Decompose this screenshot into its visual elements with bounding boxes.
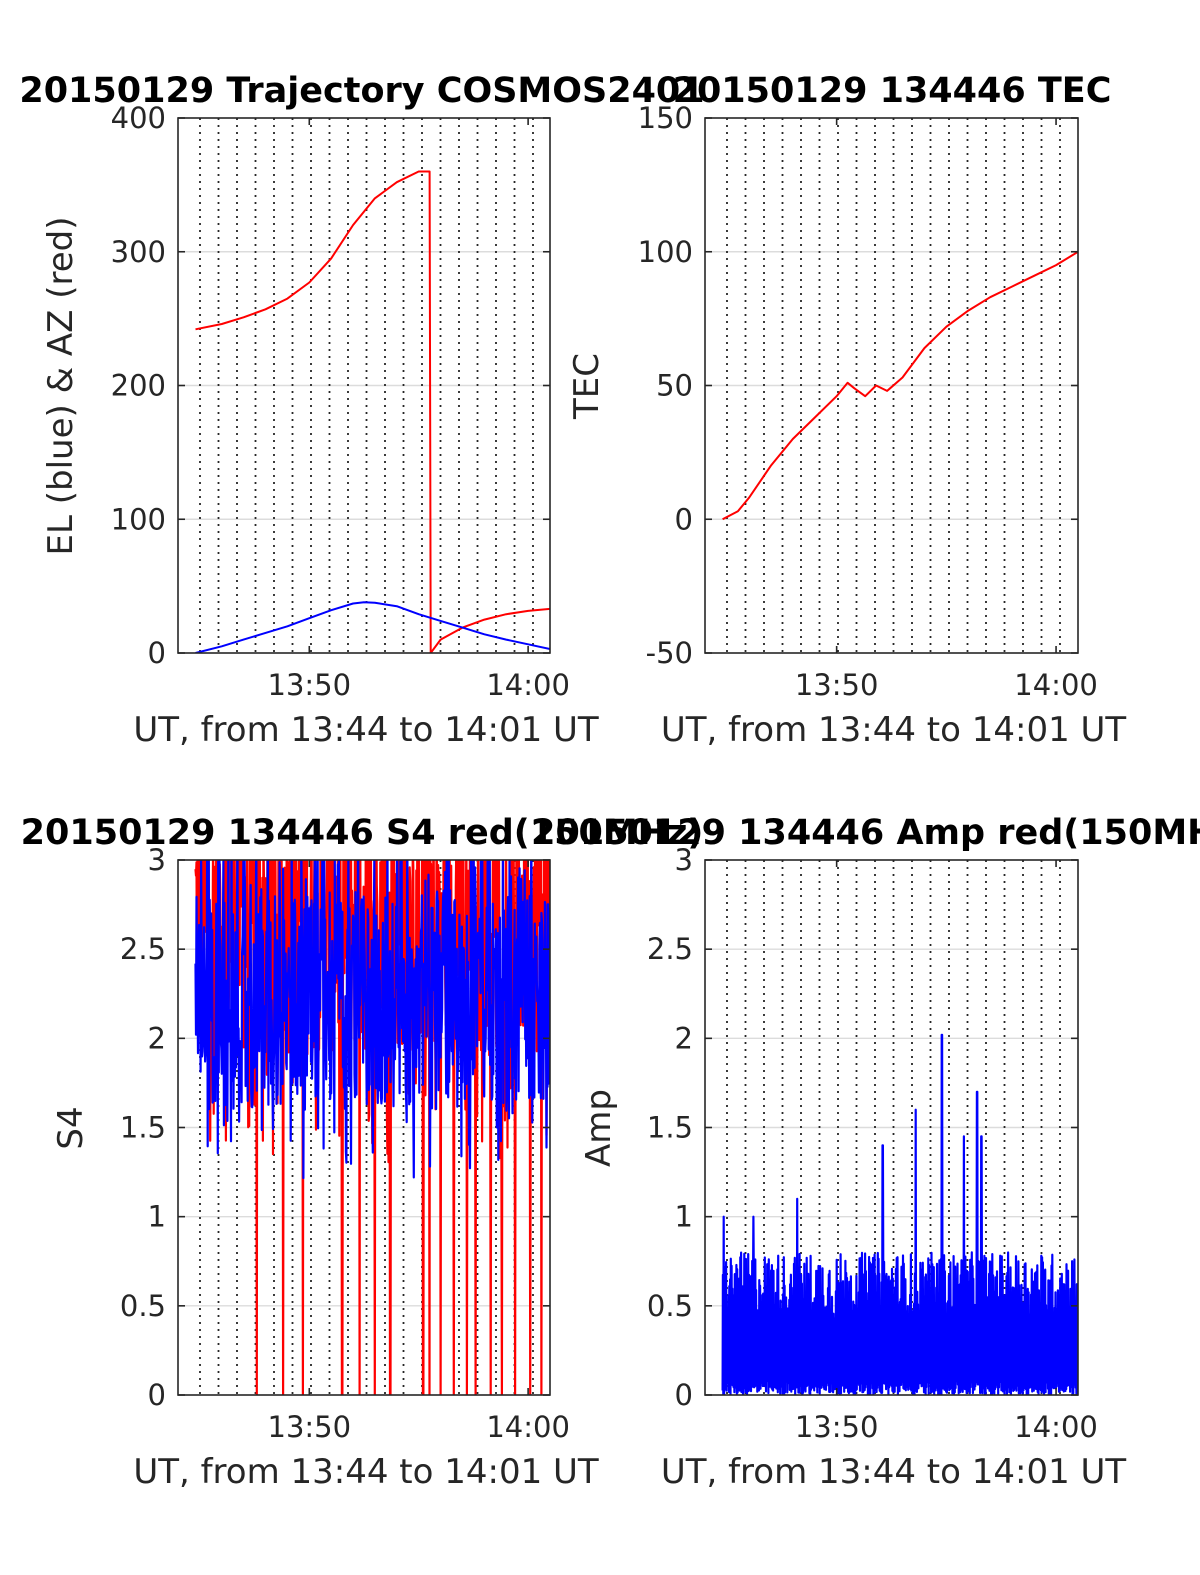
- y-axis-label: TEC: [567, 353, 607, 420]
- y-tick-label: 1.5: [120, 1111, 166, 1145]
- plot-area: [194, 860, 550, 1395]
- chart-title: 20150129 134446 S4 red(150MHz): [21, 813, 704, 853]
- y-tick-label: 2: [675, 1021, 693, 1055]
- y-tick-label: 50: [656, 369, 693, 403]
- chart-4: 0 0.5 1 1.5 2 2.5 3 13:50 14:00 UT, from 13:44 to…: [531, 813, 1200, 1492]
- y-tick-label: 0: [675, 1378, 693, 1412]
- chart-3: 0 0.5 1 1.5 2 2.5 3 13:50 14:00 UT, from 13:44 to…: [21, 813, 704, 1492]
- y-tick-label: 3: [675, 843, 693, 877]
- x-tick-label: 13:50: [795, 668, 879, 702]
- x-tick-label: 14:00: [1014, 1410, 1098, 1444]
- x-tick-label: 14:00: [486, 1410, 570, 1444]
- y-tick-label: 2.5: [120, 932, 166, 966]
- x-tick-label: 13:50: [268, 668, 352, 702]
- y-tick-label: 0: [148, 636, 166, 670]
- y-tick-label: 0.5: [120, 1289, 166, 1323]
- y-tick-label: 0.5: [647, 1289, 693, 1323]
- chart-title: 20150129 134446 Amp red(150MHz): [531, 813, 1200, 853]
- x-tick-label: 13:50: [795, 1410, 879, 1444]
- y-tick-label: 1.5: [647, 1111, 693, 1145]
- chart-title: 20150129 Trajectory COSMOS2401: [19, 71, 704, 111]
- y-tick-label: 3: [148, 843, 166, 877]
- y-tick-label: 200: [111, 369, 166, 403]
- y-tick-label: 1: [148, 1200, 166, 1234]
- y-tick-label: 0: [148, 1378, 166, 1412]
- y-tick-label: 2: [148, 1021, 166, 1055]
- y-tick-label: 150: [638, 101, 693, 135]
- y-tick-label: -50: [646, 636, 693, 670]
- y-tick-label: 0: [675, 502, 693, 536]
- series-line-1: [722, 250, 1078, 521]
- y-tick-label: 300: [111, 235, 166, 269]
- x-tick-label: 14:00: [1014, 668, 1098, 702]
- series-line-2: [195, 601, 550, 653]
- plot-area: [195, 170, 550, 653]
- y-axis-label: S4: [51, 1106, 91, 1149]
- y-tick-label: 400: [111, 101, 166, 135]
- chart-1: 0 100 200 300 400 13:50 14:00 UT, from 13:44 to…: [19, 71, 704, 750]
- y-tick-label: 1: [675, 1200, 693, 1234]
- chart-title: 20150129 134446 TEC: [673, 71, 1112, 111]
- x-axis-label: UT, from 13:44 to 14:01 UT: [133, 710, 599, 750]
- y-tick-label: 100: [111, 502, 166, 536]
- series-line-1: [721, 1033, 1078, 1395]
- x-tick-label: 13:50: [268, 1410, 352, 1444]
- y-axis-label: Amp: [579, 1089, 619, 1167]
- y-tick-label: 100: [638, 235, 693, 269]
- series-line-2: [194, 860, 550, 1180]
- plot-area: [722, 250, 1078, 521]
- plot-area: [721, 1033, 1078, 1395]
- y-axis-label: EL (blue) & AZ (red): [41, 216, 81, 555]
- x-axis-label: UT, from 13:44 to 14:01 UT: [661, 1452, 1127, 1492]
- x-tick-label: 14:00: [486, 668, 570, 702]
- x-axis-label: UT, from 13:44 to 14:01 UT: [661, 710, 1127, 750]
- chart-2: -50 0 50 100 150 13:50 14:00 UT, from 13:44 to …: [567, 71, 1126, 750]
- series-line-1: [195, 170, 550, 653]
- y-tick-label: 2.5: [647, 932, 693, 966]
- x-axis-label: UT, from 13:44 to 14:01 UT: [133, 1452, 599, 1492]
